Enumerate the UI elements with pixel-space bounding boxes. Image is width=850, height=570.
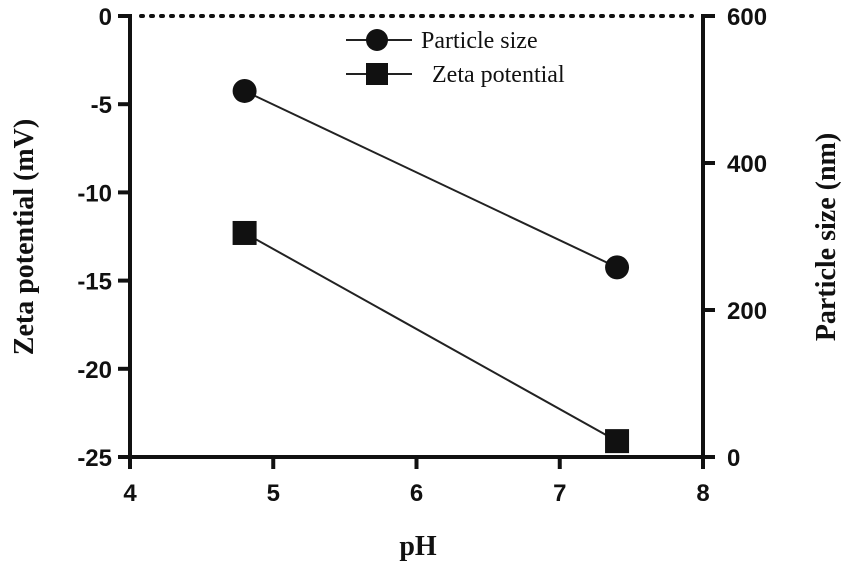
right-y-tick-label: 0 [727, 445, 740, 472]
legend-label-zeta-potential: Zeta potential [432, 62, 565, 88]
x-tick-label: 8 [696, 480, 709, 507]
right-y-axis-title: Particle size (nm) [811, 133, 842, 341]
right-y-tick-label: 600 [727, 4, 767, 31]
x-axis-title: pH [399, 531, 437, 562]
series-line-particle-size [244, 90, 618, 269]
right-axis-ticks: 600 400 200 0 [703, 4, 767, 472]
data-point-zeta-potential [232, 220, 257, 245]
left-axis-ticks: 0 -5 -10 -15 -20 -25 [77, 4, 130, 472]
x-tick-label: 4 [123, 480, 137, 507]
series-layer [232, 78, 630, 454]
x-tick-label: 5 [267, 480, 280, 507]
legend-marker-particle-size [366, 29, 388, 51]
legend: Particle size Zeta potential [346, 28, 565, 88]
left-y-tick-label: -10 [77, 180, 112, 207]
right-y-tick-label: 400 [727, 151, 767, 178]
left-y-tick-label: 0 [99, 4, 112, 31]
left-y-tick-label: -15 [77, 269, 112, 296]
data-point-zeta-potential [605, 429, 630, 454]
left-y-tick-label: -5 [91, 92, 112, 119]
data-point-particle-size [605, 255, 630, 280]
right-y-tick-label: 200 [727, 298, 767, 325]
x-tick-label: 7 [553, 480, 566, 507]
x-axis-ticks: 4 5 6 7 8 [123, 457, 710, 507]
series-line-zeta-potential [244, 232, 618, 442]
x-tick-label: 6 [410, 480, 423, 507]
data-point-particle-size [232, 78, 257, 103]
left-y-tick-label: -20 [77, 357, 112, 384]
legend-label-particle-size: Particle size [421, 28, 538, 54]
legend-marker-zeta-potential [366, 63, 388, 85]
left-y-axis-title: Zeta potential (mV) [9, 119, 40, 355]
left-y-tick-label: -25 [77, 445, 112, 472]
